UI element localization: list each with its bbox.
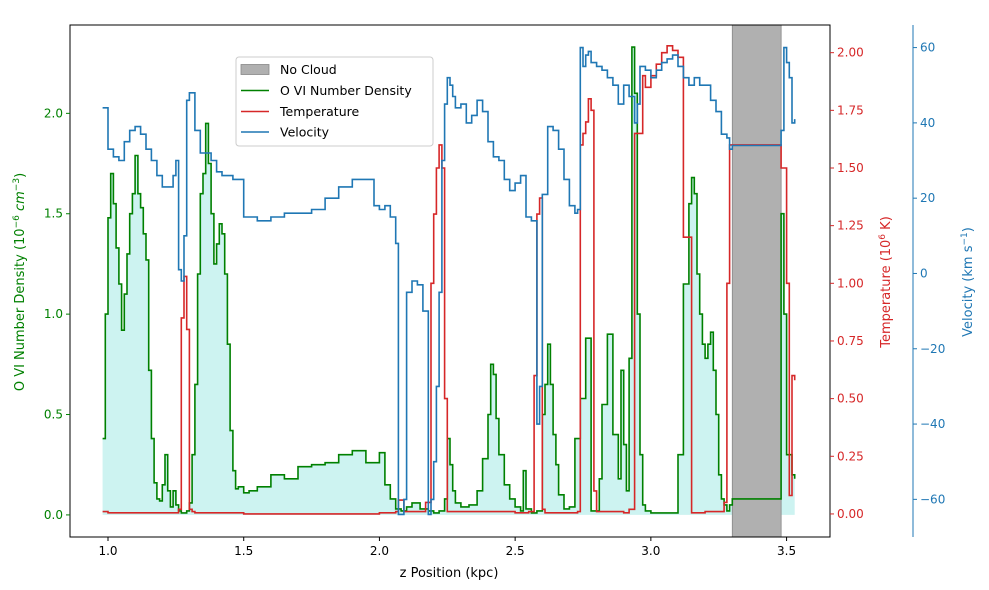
plot-area: [102, 24, 796, 538]
legend-label-no-cloud: No Cloud: [280, 62, 337, 77]
left-tick-label: 2.0: [44, 106, 63, 120]
temperature-tick-label: 0.75: [837, 334, 864, 348]
velocity-tick-label: 20: [920, 191, 935, 205]
x-tick-label: 1.0: [98, 544, 117, 558]
temperature-line: [102, 45, 796, 515]
no-cloud-region: [731, 24, 782, 538]
velocity-tick-label: 60: [920, 41, 935, 55]
x-tick-label: 1.5: [234, 544, 253, 558]
density-line: [102, 46, 796, 514]
temperature-tick-label: 1.50: [837, 161, 864, 175]
legend-label-velocity: Velocity: [280, 125, 330, 140]
left-tick-label: 0.5: [44, 408, 63, 422]
velocity-tick-label: 40: [920, 116, 935, 130]
velocity-axis-label: Velocity (km s−1): [960, 227, 976, 337]
velocity-tick-label: 0: [920, 266, 928, 280]
x-axis-label: z Position (kpc): [400, 566, 499, 581]
velocity-tick-label: −20: [920, 342, 945, 356]
velocity-tick-label: −40: [920, 417, 945, 431]
velocity-line: [102, 46, 796, 516]
left-axis-label: O VI Number Density (10−6 cm−3): [12, 173, 28, 391]
x-tick-label: 3.0: [641, 544, 660, 558]
x-tick-label: 3.5: [777, 544, 796, 558]
x-tick-label: 2.5: [506, 544, 525, 558]
axes: 1.0 1.5 2.0 2.5 3.0 3.5 0.0 0.5 1.0 1.5 2.0 0.00 0.2…: [44, 24, 945, 558]
temperature-tick-label: 1.25: [837, 219, 864, 233]
temperature-tick-label: 0.00: [837, 507, 864, 521]
legend-label-temperature: Temperature: [279, 104, 359, 119]
legend: No Cloud O VI Number Density Temperature Ve…: [235, 56, 434, 147]
legend-label-density: O VI Number Density: [280, 83, 412, 98]
temperature-tick-label: 0.25: [837, 449, 864, 463]
velocity-tick-label: −60: [920, 492, 945, 506]
temperature-axis-label: Temperature (106 K): [878, 216, 894, 349]
plot-frame: [69, 24, 831, 538]
left-tick-label: 0.0: [44, 508, 63, 522]
left-tick-label: 1.0: [44, 307, 63, 321]
legend-swatch-no-cloud: [240, 64, 270, 75]
x-tick-label: 2.0: [370, 544, 389, 558]
temperature-tick-label: 2.00: [837, 46, 864, 60]
temperature-tick-label: 1.00: [837, 276, 864, 290]
legend-box: [235, 56, 434, 147]
temperature-tick-label: 1.75: [837, 103, 864, 117]
left-tick-label: 1.5: [44, 207, 63, 221]
temperature-tick-label: 0.50: [837, 392, 864, 406]
